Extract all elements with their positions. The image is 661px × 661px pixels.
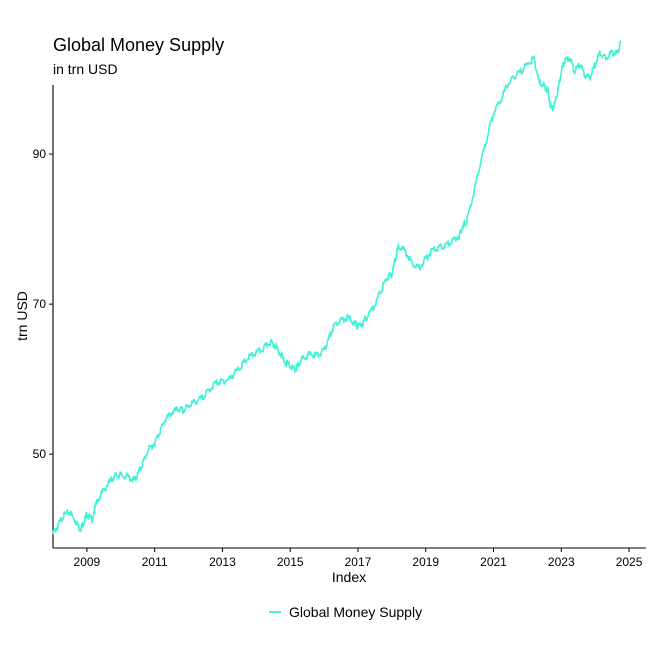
y-tick-label: 50 (33, 447, 47, 461)
legend-key (269, 611, 281, 613)
x-tick-label: 2021 (480, 555, 507, 569)
x-tick-label: 2023 (548, 555, 575, 569)
x-tick-label: 2013 (209, 555, 236, 569)
x-tick-label: 2015 (277, 555, 304, 569)
x-axis-title: Index (332, 569, 366, 585)
x-tick-label: 2019 (412, 555, 439, 569)
x-tick-label: 2017 (345, 555, 372, 569)
legend: Global Money Supply (269, 604, 422, 620)
legend-label: Global Money Supply (289, 604, 423, 620)
chart-title: Global Money Supply (53, 35, 225, 55)
chart-subtitle: in trn USD (53, 61, 118, 77)
x-tick-label: 2011 (142, 555, 168, 569)
x-tick-label: 2009 (74, 555, 101, 569)
y-tick-label: 70 (33, 297, 47, 311)
x-tick-label: 2025 (616, 555, 643, 569)
y-tick-label: 90 (33, 147, 47, 161)
axis-ticks: 2009 2011 2013 2015 2017 2019 2021 2023 2025 50 70… (33, 147, 643, 569)
y-axis-title: trn USD (14, 291, 30, 341)
series-line-global-money-supply (52, 40, 622, 535)
